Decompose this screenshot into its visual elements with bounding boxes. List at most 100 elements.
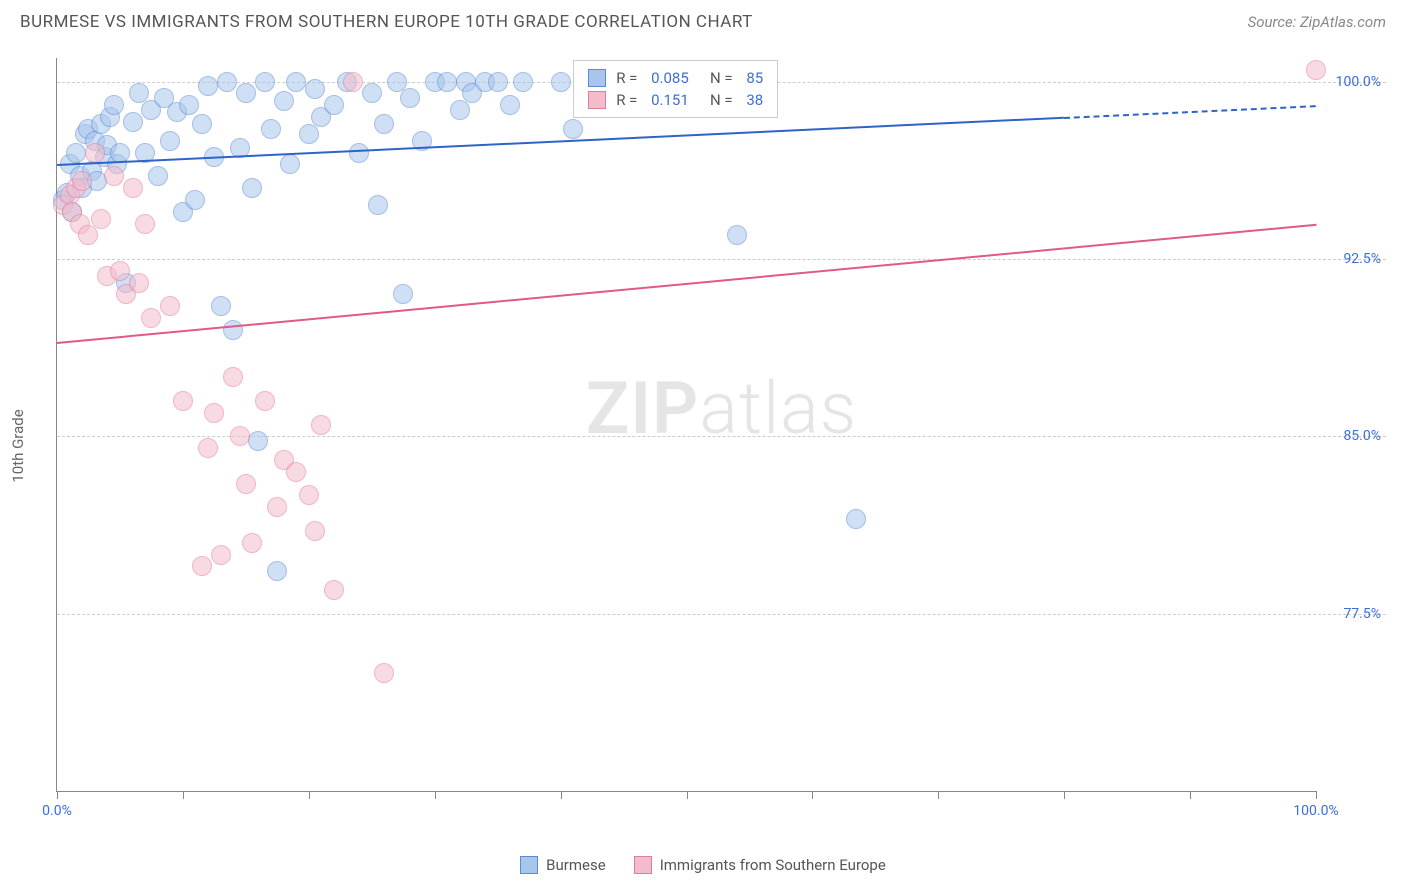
scatter-point: [110, 261, 130, 281]
stats-row: R = 0.151 N = 38: [588, 89, 763, 111]
scatter-point: [368, 195, 388, 215]
stats-n-label: N =: [699, 69, 737, 87]
scatter-point: [160, 296, 180, 316]
scatter-point: [324, 580, 344, 600]
scatter-point: [563, 119, 583, 139]
scatter-point: [110, 143, 130, 163]
gridline-h: [57, 259, 1386, 260]
scatter-point: [198, 76, 218, 96]
scatter-point: [104, 166, 124, 186]
watermark: ZIPatlas: [586, 366, 858, 451]
scatter-point: [343, 72, 363, 92]
scatter-point: [129, 273, 149, 293]
x-tick: [938, 791, 939, 799]
scatter-point: [267, 561, 287, 581]
stats-r-value: 0.085: [651, 69, 689, 87]
scatter-point: [135, 214, 155, 234]
scatter-point: [173, 391, 193, 411]
legend-label: Immigrants from Southern Europe: [660, 856, 886, 874]
x-tick: [435, 791, 436, 799]
scatter-point: [204, 403, 224, 423]
scatter-point: [211, 545, 231, 565]
scatter-point: [91, 209, 111, 229]
scatter-point: [374, 663, 394, 683]
stats-r-label: R =: [616, 69, 641, 87]
scatter-point: [123, 178, 143, 198]
scatter-point: [236, 474, 256, 494]
x-tick: [1064, 791, 1065, 799]
legend-item: Immigrants from Southern Europe: [634, 856, 886, 874]
x-tick-label: 0.0%: [42, 803, 72, 819]
scatter-point: [255, 391, 275, 411]
scatter-point: [450, 100, 470, 120]
regression-line: [57, 224, 1316, 344]
gridline-h: [57, 614, 1386, 615]
scatter-point: [148, 166, 168, 186]
x-tick: [687, 791, 688, 799]
x-tick: [183, 791, 184, 799]
scatter-point: [179, 95, 199, 115]
stats-box: R = 0.085 N = 85R = 0.151 N = 38: [573, 60, 778, 118]
scatter-point: [78, 225, 98, 245]
scatter-point: [72, 171, 92, 191]
y-tick-label: 77.5%: [1343, 606, 1381, 622]
stats-r-label: R =: [616, 91, 641, 109]
scatter-point: [123, 112, 143, 132]
scatter-point: [248, 431, 268, 451]
scatter-point: [400, 88, 420, 108]
scatter-point: [217, 72, 237, 92]
scatter-point: [242, 533, 262, 553]
scatter-point: [299, 124, 319, 144]
scatter-point: [500, 95, 520, 115]
x-tick: [57, 791, 58, 799]
scatter-point: [230, 426, 250, 446]
scatter-point: [141, 308, 161, 328]
x-tick: [812, 791, 813, 799]
scatter-point: [160, 131, 180, 151]
scatter-point: [488, 72, 508, 92]
scatter-point: [362, 83, 382, 103]
scatter-point: [551, 72, 571, 92]
x-tick: [1190, 791, 1191, 799]
legend-item: Burmese: [520, 856, 606, 874]
scatter-point: [66, 143, 86, 163]
scatter-point: [280, 154, 300, 174]
x-tick: [309, 791, 310, 799]
scatter-point: [211, 296, 231, 316]
legend-swatch: [520, 856, 538, 874]
scatter-point: [286, 462, 306, 482]
x-tick: [1316, 791, 1317, 799]
scatter-point: [261, 119, 281, 139]
scatter-point: [324, 95, 344, 115]
scatter-point: [513, 72, 533, 92]
legend-swatch: [588, 91, 606, 109]
stats-r-value: 0.151: [651, 91, 689, 109]
legend-swatch: [634, 856, 652, 874]
scatter-point: [223, 320, 243, 340]
y-tick-label: 100.0%: [1336, 74, 1381, 90]
scatter-point: [299, 485, 319, 505]
scatter-point: [305, 79, 325, 99]
y-tick-label: 92.5%: [1343, 251, 1381, 267]
stats-n-label: N =: [699, 91, 737, 109]
stats-n-value: 38: [746, 91, 763, 109]
scatter-point: [104, 95, 124, 115]
legend-swatch: [588, 69, 606, 87]
scatter-point: [437, 72, 457, 92]
x-tick-label: 100.0%: [1293, 803, 1338, 819]
chart-title: BURMESE VS IMMIGRANTS FROM SOUTHERN EURO…: [20, 12, 753, 32]
scatter-point: [192, 114, 212, 134]
source-attribution: Source: ZipAtlas.com: [1248, 13, 1386, 31]
scatter-point: [223, 367, 243, 387]
y-axis-label: 10th Grade: [9, 409, 27, 482]
plot-area: ZIPatlas 77.5%85.0%92.5%100.0%0.0%100.0%…: [56, 58, 1316, 792]
scatter-point: [255, 72, 275, 92]
scatter-point: [274, 91, 294, 111]
scatter-point: [311, 415, 331, 435]
scatter-point: [393, 284, 413, 304]
scatter-point: [727, 225, 747, 245]
scatter-point: [1306, 60, 1326, 80]
scatter-point: [305, 521, 325, 541]
y-tick-label: 85.0%: [1343, 428, 1381, 444]
scatter-point: [185, 190, 205, 210]
